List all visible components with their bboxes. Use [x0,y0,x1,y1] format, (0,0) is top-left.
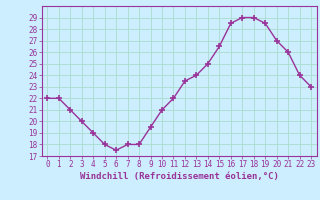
X-axis label: Windchill (Refroidissement éolien,°C): Windchill (Refroidissement éolien,°C) [80,172,279,181]
